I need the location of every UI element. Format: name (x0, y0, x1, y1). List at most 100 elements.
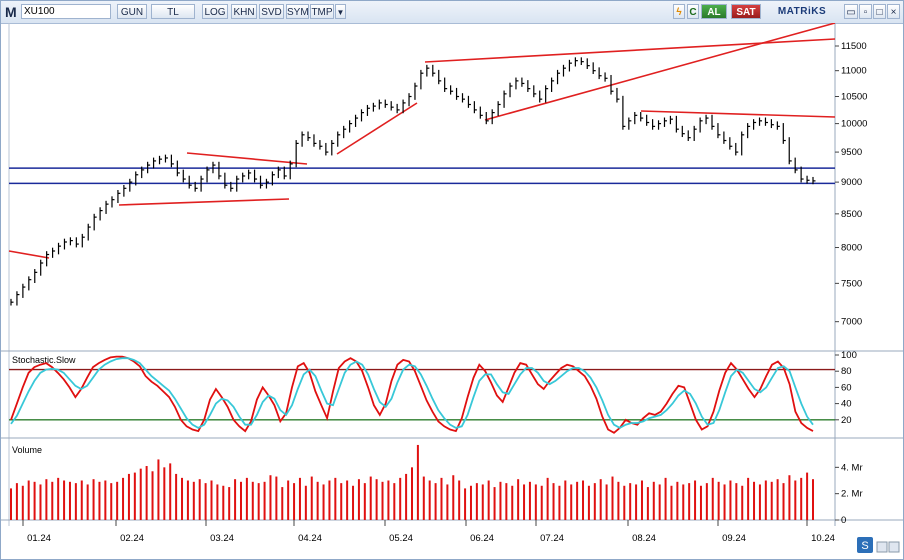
volume-bar (234, 479, 237, 520)
svd-button[interactable]: SVD (259, 4, 284, 19)
volume-bar (440, 477, 443, 520)
restore-window-icon[interactable]: ▭ (844, 4, 858, 19)
volume-bar (63, 480, 66, 520)
volume-bar (599, 479, 602, 520)
template-button[interactable]: TMP (310, 4, 334, 19)
volume-bar (10, 488, 12, 520)
volume-bar (475, 483, 478, 520)
price-tick-label: 7500 (841, 278, 862, 289)
volume-bar (416, 444, 419, 520)
volume-bar (287, 480, 290, 520)
period-button[interactable]: GUN (117, 4, 147, 19)
volume-bar (133, 472, 136, 520)
volume-bar (593, 483, 596, 520)
volume-bar (699, 485, 702, 520)
maximize-window-icon[interactable]: □ (873, 4, 886, 19)
volume-bar (157, 459, 160, 520)
volume-bar (74, 483, 77, 520)
chart-toolbar: M XU100 GUN TL LOG KHN SVD SYM TMP ▼ ϟ C… (1, 1, 903, 24)
volume-bar (357, 479, 360, 520)
volume-bar (682, 484, 685, 520)
sell-button[interactable]: SAT (731, 4, 761, 19)
trendline[interactable] (186, 152, 308, 165)
volume-bar (676, 481, 679, 520)
volume-bar (806, 472, 809, 520)
khn-button[interactable]: KHN (231, 4, 257, 19)
volume-bar (658, 484, 661, 520)
currency-button[interactable]: TL (151, 4, 195, 19)
template-dropdown-icon[interactable]: ▼ (335, 4, 346, 19)
volume-bar (605, 484, 608, 520)
trendline[interactable] (118, 198, 290, 206)
bolt-icon[interactable]: ϟ (673, 4, 685, 19)
trendline[interactable] (424, 38, 836, 63)
volume-bar (499, 481, 502, 520)
trendline[interactable] (336, 102, 418, 155)
volume-bar (393, 483, 396, 520)
trendline[interactable] (640, 110, 836, 118)
volume-bar (346, 480, 349, 520)
volume-panel[interactable]: Volume (10, 444, 814, 520)
scroll-right-icon[interactable] (888, 541, 900, 553)
volume-bar (564, 480, 567, 520)
volume-bar (469, 485, 472, 520)
volume-bar (723, 484, 726, 520)
volume-bar (794, 480, 797, 520)
log-scale-button[interactable]: LOG (202, 4, 228, 19)
volume-bar (688, 483, 691, 520)
price-tick-label: 9500 (841, 147, 862, 158)
stochastic-panel[interactable]: Stochastic.Slow (9, 355, 835, 434)
volume-bar (298, 477, 301, 520)
volume-bar (304, 485, 307, 520)
chart-canvas[interactable]: Stochastic.Slow Volume 7000 7500 8000 8500 9… (1, 23, 903, 559)
price-tick-label: 8500 (841, 209, 862, 220)
volume-bar (169, 463, 172, 520)
volume-bar (411, 467, 413, 520)
month-tick-label: 05.24 (389, 533, 413, 544)
close-window-icon[interactable]: × (887, 4, 900, 19)
volume-bar (405, 473, 408, 520)
month-tick-label: 04.24 (298, 533, 322, 544)
sync-icon[interactable]: C (687, 4, 699, 19)
volume-bar (422, 476, 425, 520)
minimize-window-icon[interactable]: ▫ (859, 4, 872, 19)
sym-button[interactable]: SYM (286, 4, 309, 19)
volume-bar (104, 480, 107, 520)
volume-bar (570, 484, 573, 520)
menu-button[interactable]: M (5, 4, 17, 20)
symbol-input[interactable]: XU100 (21, 4, 111, 19)
volume-bar (269, 475, 272, 520)
price-panel[interactable] (8, 23, 836, 306)
volume-bar (788, 475, 791, 520)
volume-bar (758, 484, 761, 520)
scroll-sync-glyph: S (861, 540, 868, 552)
trendline[interactable] (8, 250, 50, 259)
trendline[interactable] (484, 23, 836, 121)
volume-bar (558, 485, 561, 520)
volume-bar (399, 477, 402, 520)
volume-bar (711, 477, 714, 520)
volume-bar (163, 467, 166, 520)
buy-button[interactable]: AL (701, 4, 727, 19)
volume-bar (629, 483, 632, 520)
volume-bar (80, 480, 83, 520)
volume-bar (257, 483, 260, 520)
month-tick-label: 08.24 (632, 533, 656, 544)
stochastic-tick-label: 20 (841, 415, 852, 426)
month-tick-label: 10.24 (811, 533, 835, 544)
volume-bar (186, 480, 189, 520)
volume-bar (322, 484, 325, 520)
volume-bar (181, 477, 184, 520)
volume-bar (98, 481, 101, 520)
volume-bar (175, 473, 178, 520)
volume-bar (587, 485, 590, 520)
scroll-sync-icon[interactable] (857, 537, 873, 553)
stochastic-tick-label: 60 (841, 382, 852, 393)
month-tick-label: 02.24 (120, 533, 144, 544)
volume-bar (127, 473, 130, 520)
volume-bar (640, 480, 643, 520)
volume-bar (493, 487, 496, 520)
volume-bar (192, 481, 195, 520)
scroll-left-icon[interactable] (876, 541, 888, 553)
volume-bar (694, 480, 697, 520)
